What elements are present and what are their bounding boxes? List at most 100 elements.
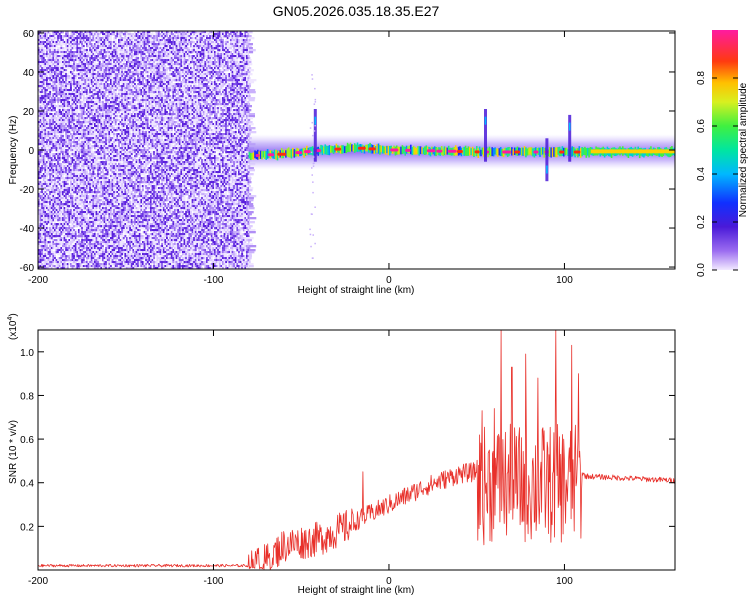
spectrogram-noise-cell: [42, 143, 45, 146]
spectrogram-noise-cell: [70, 259, 72, 262]
spectrogram-noise-cell: [65, 161, 68, 164]
spectrogram-noise-cell: [39, 63, 42, 66]
spectrogram-noise-cell: [89, 241, 92, 244]
spectrogram-noise-cell: [57, 127, 60, 130]
spectrogram-noise-cell: [41, 183, 44, 186]
spectrogram-noise-cell: [60, 87, 63, 90]
spectrogram-noise-cell: [47, 119, 50, 122]
spectrogram-noise-cell: [100, 143, 103, 146]
spectrogram-noise-cell: [68, 107, 71, 110]
spectrogram-noise-cell: [49, 81, 52, 84]
spectrogram-noise-cell: [62, 175, 64, 178]
spectrogram-noise-cell: [62, 53, 64, 56]
spectrogram-noise-cell: [78, 33, 80, 36]
spectrogram-noise-cell: [71, 177, 74, 180]
spectrogram-noise-cell: [65, 61, 68, 64]
spectrogram-noise-cell: [89, 87, 92, 90]
spectrogram-noise-cell: [38, 177, 40, 180]
spectrogram-noise-cell: [41, 69, 44, 72]
spectrogram-noise-cell: [58, 259, 61, 262]
spectrogram-noise-cell: [82, 243, 85, 246]
spectrogram-noise-cell: [47, 81, 50, 84]
spectrogram-noise-cell: [41, 199, 44, 202]
spectrogram-noise-cell: [44, 115, 47, 118]
spectrogram-noise-cell: [71, 113, 74, 116]
spectrogram-noise-cell: [81, 37, 84, 40]
spectrogram-noise-cell: [63, 195, 66, 198]
spectrogram-noise-cell: [52, 193, 55, 196]
spectrogram-noise-cell: [39, 131, 42, 134]
spectrogram-noise-cell: [86, 51, 88, 54]
spectrogram-noise-cell: [39, 171, 42, 174]
spectrogram-noise-cell: [44, 37, 47, 40]
spectrogram-noise-cell: [74, 57, 77, 60]
spectrogram-noise-cell: [78, 243, 80, 246]
spectrogram-noise-cell: [44, 209, 47, 212]
spectrogram-noise-cell: [62, 163, 64, 166]
spectrogram-noise-cell: [47, 99, 50, 102]
spectrogram-noise-cell: [54, 115, 56, 118]
spectrogram-noise-cell: [79, 201, 82, 204]
spectrogram-noise-cell: [82, 169, 85, 172]
spectrogram-noise-cell: [49, 115, 52, 118]
spectrogram-noise-cell: [70, 173, 72, 176]
spectrogram-noise-cell: [58, 59, 61, 62]
spectrogram-noise-cell: [79, 263, 82, 266]
spectrogram-noise-cell: [86, 219, 88, 222]
spectrogram-noise-cell: [57, 49, 60, 52]
spectrogram-noise-cell: [38, 159, 40, 162]
spectrogram-noise-cell: [82, 37, 85, 40]
spectrogram-noise-cell: [82, 133, 85, 136]
spectrogram-noise-cell: [57, 249, 60, 252]
spectrogram-noise-cell: [54, 89, 56, 92]
spectrogram-noise-cell: [81, 51, 84, 54]
spectrogram-noise-cell: [60, 191, 63, 194]
spectrogram-noise-cell: [86, 113, 88, 116]
spectrogram-noise-cell: [58, 193, 61, 196]
spectrogram-noise-cell: [103, 165, 106, 168]
spectrogram-noise-cell: [55, 57, 58, 60]
spectrogram-noise-cell: [58, 65, 61, 68]
spectrogram-noise-cell: [97, 149, 100, 152]
spectrogram-noise-cell: [68, 155, 71, 158]
spectrogram-noise-cell: [60, 251, 63, 254]
spectrogram-noise-cell: [49, 221, 52, 224]
spectrogram-noise-cell: [81, 75, 84, 78]
spectrogram-noise-cell: [41, 75, 44, 78]
spectrogram-noise-cell: [50, 187, 53, 190]
spectrogram-noise-cell: [57, 43, 60, 46]
spectrogram-noise-cell: [50, 145, 53, 148]
spectrogram-noise-cell: [87, 61, 90, 64]
spectrogram-noise-cell: [89, 57, 92, 60]
spectrogram-noise-cell: [63, 219, 66, 222]
spectrogram-noise-cell: [38, 147, 40, 150]
spectrogram-noise-cell: [65, 151, 68, 154]
spectrogram-noise-cell: [81, 259, 84, 262]
spectrogram-noise-cell: [42, 125, 45, 128]
spectrogram-noise-cell: [47, 111, 50, 114]
spectrogram-noise-cell: [89, 129, 92, 132]
spectrogram-noise-cell: [38, 155, 40, 158]
spectrogram-noise-cell: [57, 161, 60, 164]
spectrogram-noise-cell: [38, 129, 40, 132]
spectrogram-noise-cell: [38, 41, 40, 44]
spectrogram-noise-cell: [62, 77, 64, 80]
spectrogram-noise-cell: [82, 175, 85, 178]
spectrogram-noise-cell: [52, 229, 55, 232]
spectrogram-noise-cell: [82, 219, 85, 222]
spectrogram-noise-cell: [60, 123, 63, 126]
spectrogram-noise-cell: [50, 153, 53, 156]
spectrogram-noise-cell: [50, 115, 53, 118]
spectrogram-noise-cell: [66, 161, 69, 164]
spectrogram-noise-cell: [79, 121, 82, 124]
spectrogram-noise-cell: [65, 81, 68, 84]
spectrogram-noise-cell: [82, 135, 85, 138]
spectrogram-noise-cell: [73, 163, 76, 166]
spectrogram-noise-cell: [106, 171, 109, 174]
spectrogram-noise-cell: [49, 147, 52, 150]
spectrogram-noise-cell: [71, 149, 74, 152]
spectrogram-noise-cell: [60, 205, 63, 208]
spectrogram-noise-cell: [81, 47, 84, 50]
spectrogram-noise-cell: [73, 135, 76, 138]
spectrogram-noise-cell: [71, 75, 74, 78]
